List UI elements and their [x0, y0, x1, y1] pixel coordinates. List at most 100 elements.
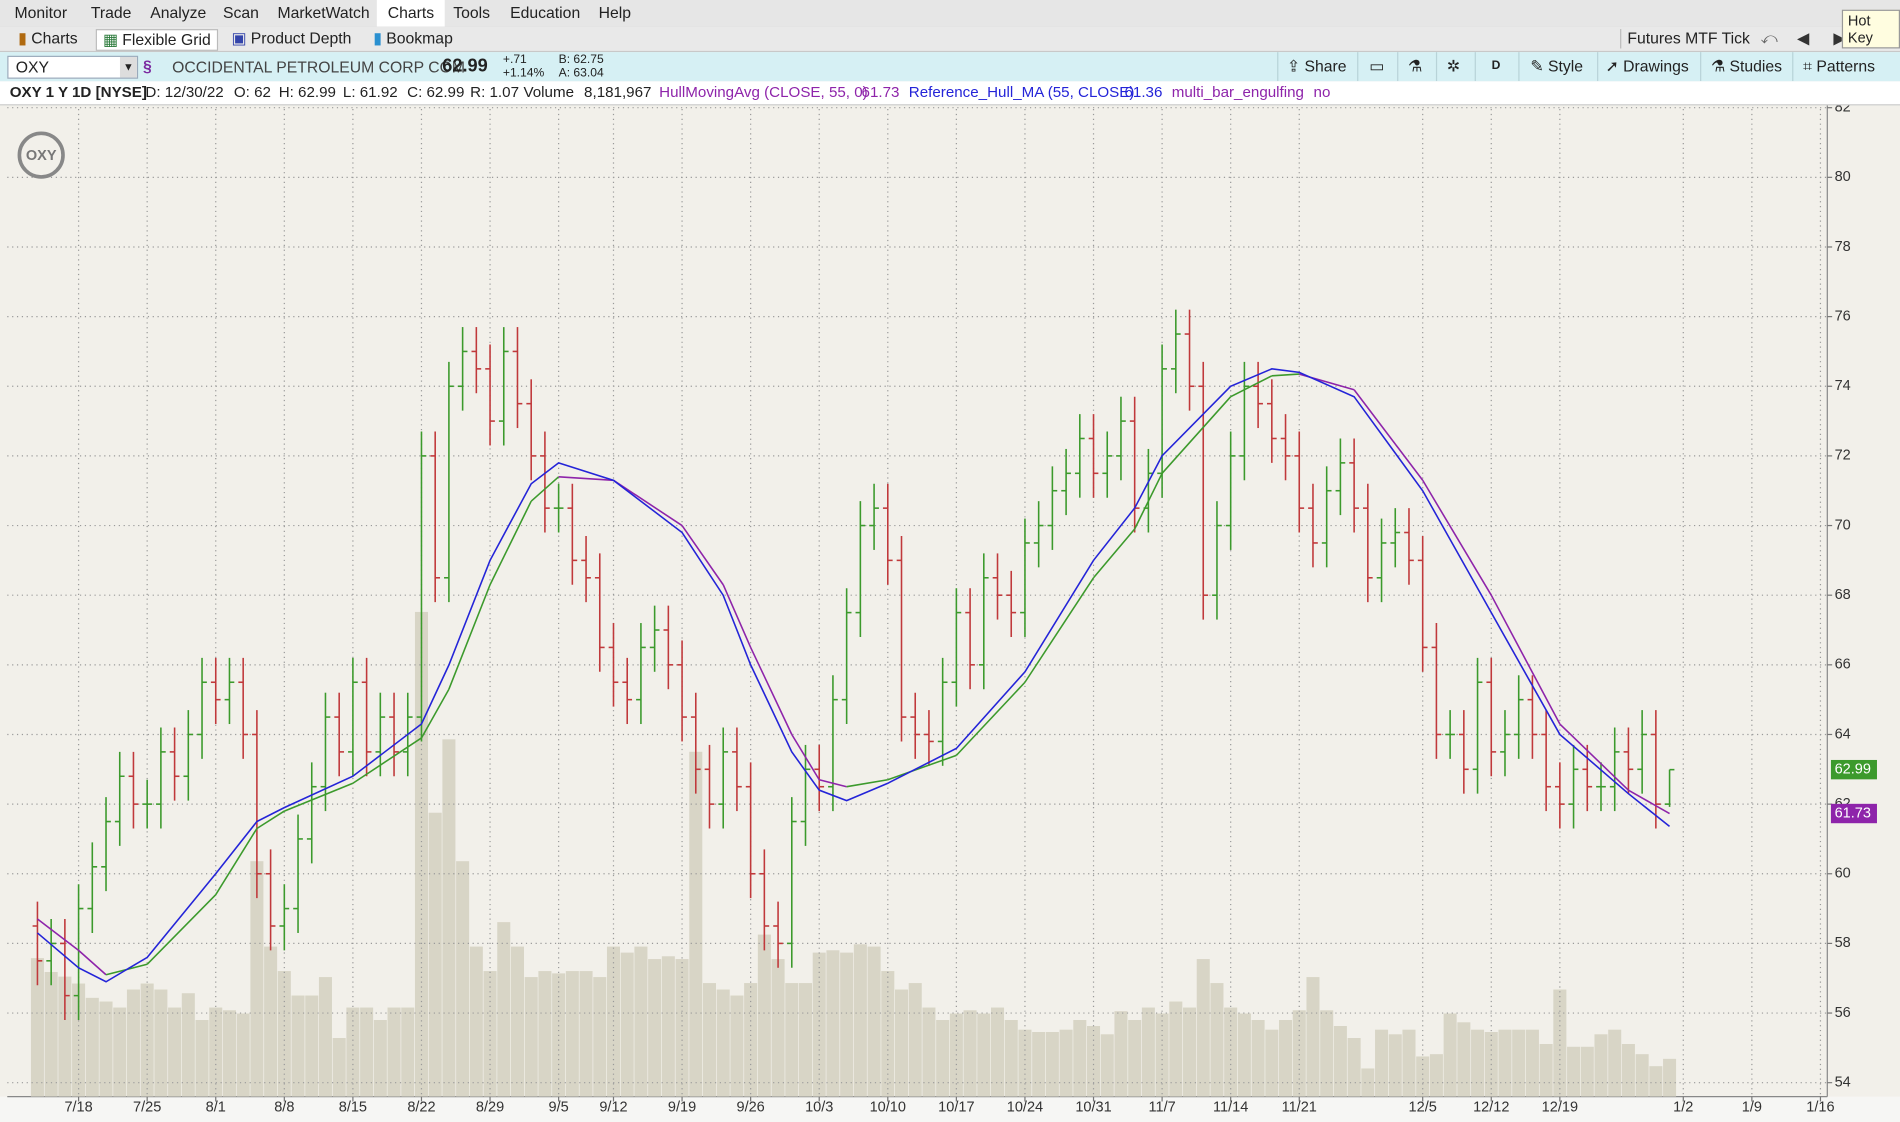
- tab[interactable]: ▮ Charts: [18, 29, 78, 48]
- button-label: Studies: [1729, 56, 1783, 76]
- menu-item[interactable]: Monitor: [14, 3, 68, 22]
- volume-bar: [853, 944, 867, 1097]
- study-line-segment: [489, 500, 532, 586]
- study-line-segment: [558, 476, 614, 482]
- volume-bar: [1594, 1034, 1608, 1097]
- volume-bar: [291, 995, 305, 1097]
- undo-button[interactable]: ⤺: [1760, 29, 1778, 48]
- flask-button[interactable]: ⚗: [1408, 56, 1423, 76]
- symbol: OXY: [15, 58, 50, 77]
- volume-bar: [469, 946, 483, 1097]
- volume-bar: [510, 946, 524, 1097]
- volume-bar: [881, 971, 895, 1097]
- volume-bar: [1388, 1034, 1402, 1097]
- volume-bar: [442, 739, 456, 1097]
- volume-bar: [771, 959, 785, 1097]
- volume-bar: [1320, 1010, 1334, 1097]
- grid-button[interactable]: ▭: [1369, 56, 1385, 76]
- volume-bar: [332, 1037, 346, 1097]
- volume-bar: [497, 922, 511, 1097]
- menu-item[interactable]: Scan: [222, 3, 259, 22]
- menu-item[interactable]: Help: [598, 3, 632, 22]
- volume-bar: [85, 997, 99, 1097]
- settings-button[interactable]: ✲: [1446, 56, 1461, 76]
- tab[interactable]: ▣ Product Depth: [231, 29, 352, 48]
- menu-item[interactable]: Education: [510, 3, 581, 22]
- menu-item[interactable]: Charts: [376, 0, 446, 27]
- volume-bar: [1580, 1046, 1594, 1097]
- x-tick-label: 7/25: [133, 1099, 161, 1115]
- volume-bar: [428, 812, 442, 1097]
- volume-bar: [1429, 1054, 1443, 1097]
- volume-bar: [620, 952, 634, 1097]
- style-button[interactable]: ✎ Style: [1530, 56, 1584, 76]
- x-tick-label: 9/26: [736, 1099, 764, 1115]
- volume-bar: [565, 971, 579, 1097]
- volume-bar: [30, 958, 44, 1097]
- volume-bar: [757, 934, 771, 1097]
- volume-bar: [1663, 1058, 1677, 1097]
- volume-bar: [318, 977, 332, 1097]
- volume-bar: [785, 983, 799, 1097]
- studies-button[interactable]: ⚗ Studies: [1710, 56, 1783, 76]
- grid-layer: [7, 104, 1828, 1097]
- volume-bar: [154, 989, 168, 1097]
- volume-bar: [1608, 1029, 1622, 1097]
- aggregation-button[interactable]: D: [1492, 59, 1501, 72]
- study-line-segment: [1628, 789, 1670, 815]
- menu-item[interactable]: Tools: [453, 3, 490, 22]
- volume-bar: [922, 1007, 936, 1097]
- futures-button[interactable]: Futures MTF Tick: [1620, 29, 1756, 49]
- back-button[interactable]: ◀: [1797, 29, 1810, 48]
- y-tick-label: 74: [1835, 378, 1851, 394]
- volume-bar: [1402, 1029, 1416, 1097]
- y-tick-label: 68: [1835, 587, 1851, 603]
- study-layer: [36, 368, 1671, 983]
- volume-layer: [30, 611, 1677, 1097]
- net-change: +.71: [502, 53, 527, 67]
- link-icon[interactable]: §: [142, 56, 152, 76]
- tab-label: Flexible Grid: [122, 30, 211, 49]
- drawings-button[interactable]: ➚ Drawings: [1605, 56, 1689, 76]
- share-button[interactable]: ⇪ Share: [1286, 56, 1347, 76]
- tab[interactable]: ▦ Flexible Grid: [95, 29, 218, 51]
- menu-item[interactable]: MarketWatch: [277, 3, 370, 22]
- volume-bar: [1416, 1056, 1430, 1097]
- tab-label: Bookmap: [386, 29, 453, 48]
- x-tick-label: 9/5: [549, 1099, 569, 1115]
- volume-bar: [634, 946, 648, 1097]
- volume-bar: [1361, 1068, 1375, 1097]
- study-line-segment: [1271, 373, 1300, 377]
- tab-label: Product Depth: [250, 29, 352, 48]
- volume-bar: [798, 983, 813, 1097]
- x-tick-label: 8/15: [339, 1099, 367, 1115]
- y-tick-label: 76: [1835, 308, 1851, 324]
- volume-bar: [524, 977, 538, 1097]
- menu-bar: Monitor Trade Analyze Scan MarketWatch Charts…: [0, 0, 1900, 28]
- x-tick-label: 10/31: [1075, 1099, 1111, 1115]
- axis-layer: 5456586062646668707274767880827/187/258/…: [64, 100, 1877, 1115]
- bar-date: D: 12/30/22: [145, 83, 224, 101]
- menu-item[interactable]: Analyze: [150, 3, 207, 22]
- tab[interactable]: ▮ Bookmap: [373, 29, 453, 48]
- patterns-button[interactable]: ⌗ Patterns: [1803, 56, 1875, 76]
- menu-item[interactable]: Trade: [90, 3, 132, 22]
- volume-bar: [1196, 959, 1210, 1097]
- x-tick-label: 8/22: [407, 1099, 435, 1115]
- volume-bar: [99, 1001, 113, 1097]
- volume-bar: [236, 1013, 250, 1097]
- button-label: Drawings: [1623, 56, 1689, 76]
- last-price-badge: 62.99: [1835, 761, 1871, 777]
- symbol-input[interactable]: OXY ▼: [7, 55, 139, 79]
- x-tick-label: 9/19: [668, 1099, 696, 1115]
- volume-bar: [1292, 1010, 1306, 1097]
- volume-bar: [1333, 1025, 1347, 1097]
- study-line-segment: [887, 754, 957, 781]
- volume-bar: [1114, 1011, 1128, 1097]
- volume-bar: [387, 1007, 401, 1097]
- volume-bar: [1032, 1031, 1046, 1097]
- x-tick-label: 11/21: [1282, 1099, 1317, 1115]
- volume-bar: [250, 861, 264, 1097]
- study-line-segment: [215, 828, 258, 896]
